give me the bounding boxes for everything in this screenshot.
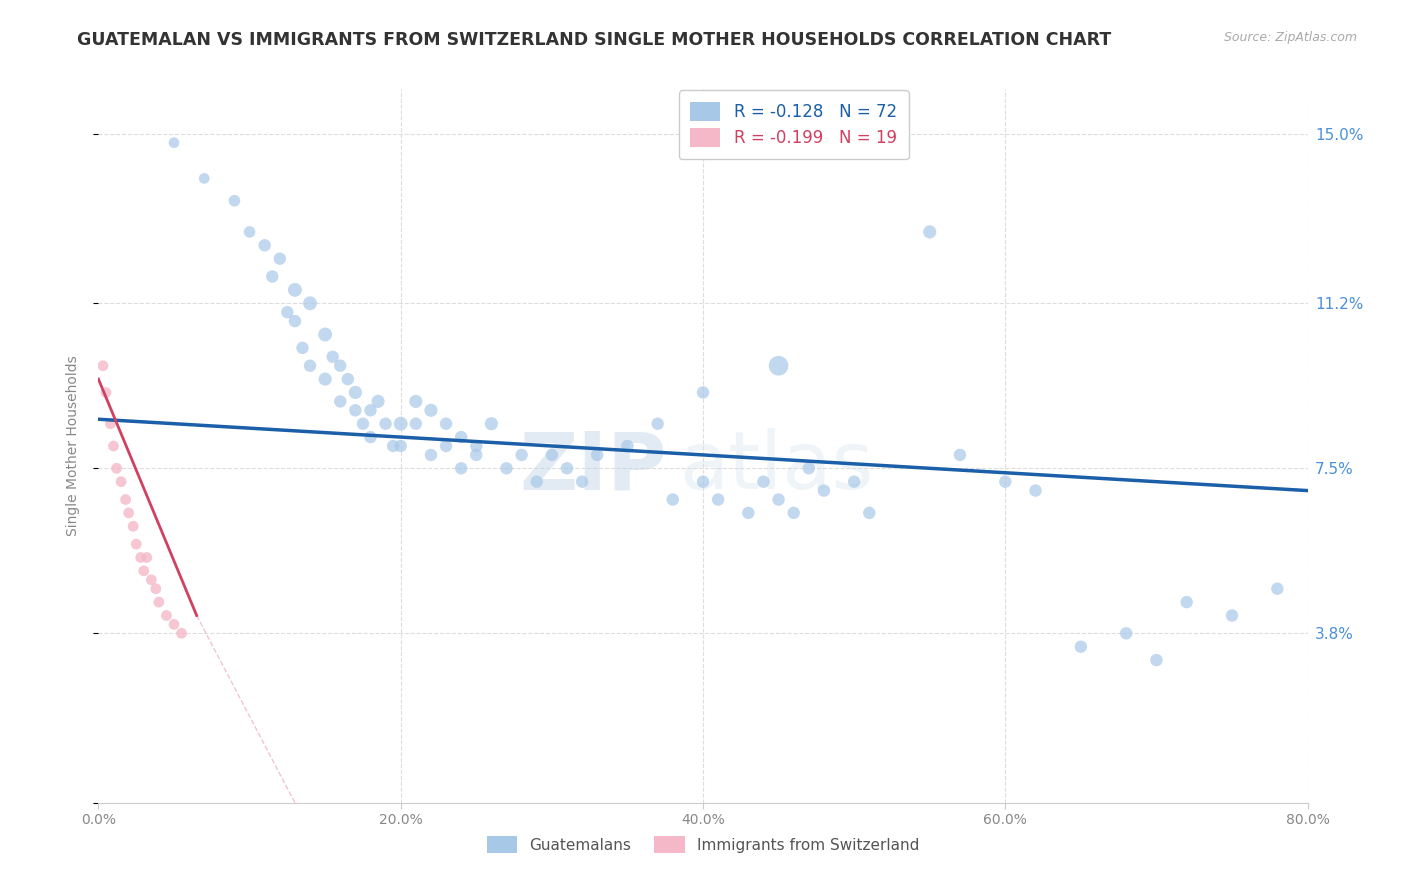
Text: GUATEMALAN VS IMMIGRANTS FROM SWITZERLAND SINGLE MOTHER HOUSEHOLDS CORRELATION C: GUATEMALAN VS IMMIGRANTS FROM SWITZERLAN… xyxy=(77,31,1112,49)
Point xyxy=(129,550,152,565)
Point xyxy=(555,461,578,475)
Point xyxy=(783,506,806,520)
Point xyxy=(389,417,412,431)
Point xyxy=(170,626,193,640)
Point xyxy=(91,359,114,373)
Point xyxy=(344,385,367,400)
Point xyxy=(1024,483,1046,498)
Point xyxy=(103,439,125,453)
Point xyxy=(752,475,775,489)
Point xyxy=(510,448,533,462)
Point xyxy=(382,439,405,453)
Point xyxy=(1267,582,1289,596)
Point xyxy=(571,475,593,489)
Point xyxy=(586,448,609,462)
Point xyxy=(1220,608,1243,623)
Point xyxy=(420,448,443,462)
Point xyxy=(465,448,488,462)
Point xyxy=(132,564,155,578)
Point xyxy=(707,492,730,507)
Point xyxy=(155,608,177,623)
Point xyxy=(1175,595,1198,609)
Point xyxy=(125,537,148,551)
Point xyxy=(434,417,457,431)
Point xyxy=(1070,640,1092,654)
Point xyxy=(844,475,866,489)
Point xyxy=(269,252,291,266)
Legend: Guatemalans, Immigrants from Switzerland: Guatemalans, Immigrants from Switzerland xyxy=(481,830,925,859)
Point xyxy=(299,359,322,373)
Point xyxy=(360,403,382,417)
Point xyxy=(495,461,517,475)
Point xyxy=(336,372,359,386)
Point xyxy=(616,439,638,453)
Point xyxy=(291,341,314,355)
Point xyxy=(118,506,141,520)
Point xyxy=(768,359,790,373)
Point xyxy=(405,394,427,409)
Point xyxy=(481,417,503,431)
Point xyxy=(420,403,443,417)
Point xyxy=(148,595,170,609)
Point xyxy=(352,417,374,431)
Point xyxy=(141,573,163,587)
Point xyxy=(434,439,457,453)
Point xyxy=(389,439,412,453)
Point xyxy=(145,582,167,596)
Point xyxy=(374,417,396,431)
Text: Source: ZipAtlas.com: Source: ZipAtlas.com xyxy=(1223,31,1357,45)
Point xyxy=(314,327,336,342)
Point xyxy=(299,296,322,310)
Point xyxy=(692,475,714,489)
Point xyxy=(253,238,276,252)
Text: ZIP: ZIP xyxy=(519,428,666,507)
Point xyxy=(114,492,136,507)
Point xyxy=(465,439,488,453)
Point xyxy=(135,550,157,565)
Point xyxy=(1146,653,1168,667)
Point xyxy=(284,283,307,297)
Point xyxy=(994,475,1017,489)
Point xyxy=(239,225,262,239)
Point xyxy=(105,461,128,475)
Point xyxy=(163,136,186,150)
Point xyxy=(450,461,472,475)
Point xyxy=(797,461,820,475)
Point xyxy=(100,417,122,431)
Point xyxy=(858,506,880,520)
Point xyxy=(284,314,307,328)
Point xyxy=(367,394,389,409)
Point xyxy=(329,359,352,373)
Point xyxy=(110,475,132,489)
Text: atlas: atlas xyxy=(679,428,873,507)
Point xyxy=(737,506,759,520)
Point xyxy=(768,492,790,507)
Point xyxy=(94,385,117,400)
Point xyxy=(813,483,835,498)
Point xyxy=(540,448,562,462)
Point xyxy=(163,617,186,632)
Point xyxy=(193,171,215,186)
Point xyxy=(224,194,246,208)
Point xyxy=(949,448,972,462)
Point xyxy=(322,350,344,364)
Point xyxy=(314,372,336,386)
Point xyxy=(647,417,669,431)
Point xyxy=(450,430,472,444)
Point xyxy=(360,430,382,444)
Point xyxy=(344,403,367,417)
Y-axis label: Single Mother Households: Single Mother Households xyxy=(66,356,80,536)
Point xyxy=(405,417,427,431)
Point xyxy=(276,305,298,319)
Point xyxy=(692,385,714,400)
Point xyxy=(526,475,548,489)
Point xyxy=(329,394,352,409)
Point xyxy=(661,492,683,507)
Point xyxy=(262,269,284,284)
Point xyxy=(918,225,941,239)
Point xyxy=(1115,626,1137,640)
Point xyxy=(122,519,145,533)
